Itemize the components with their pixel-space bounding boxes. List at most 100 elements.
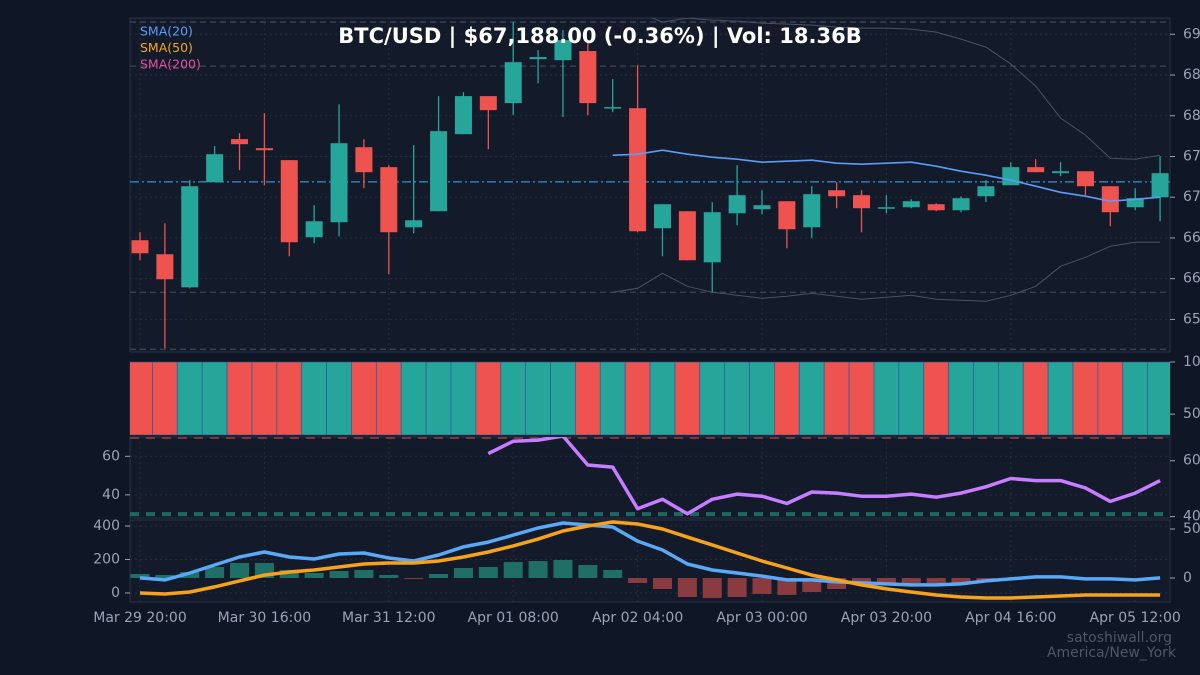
- volume-bar: [326, 362, 352, 435]
- tick-label: 67500: [1183, 148, 1200, 164]
- candle-body: [156, 254, 174, 280]
- histogram-bar: [553, 559, 573, 578]
- tick-label: 60: [102, 448, 120, 464]
- x-tick-label: Apr 03 00:00: [716, 610, 807, 626]
- histogram-bar: [652, 577, 672, 589]
- candle-body: [828, 190, 846, 197]
- x-tick-label: Mar 29 20:00: [93, 610, 186, 626]
- candle-body: [579, 51, 597, 104]
- tick-label: 66000: [1183, 271, 1200, 287]
- candle-body: [803, 194, 821, 228]
- candle-body: [1076, 171, 1094, 187]
- histogram-bar: [180, 572, 200, 578]
- volume-bar: [400, 362, 427, 435]
- volume-bar: [599, 362, 626, 435]
- volume-bar: [1047, 362, 1074, 435]
- tick-label: 66500: [1183, 230, 1200, 246]
- candle-body: [902, 201, 920, 208]
- tick-label: 0: [1183, 570, 1192, 586]
- volume-bar: [724, 362, 750, 435]
- candle-body: [280, 160, 298, 243]
- histogram-bar: [677, 577, 697, 598]
- x-tick-label: Mar 31 12:00: [342, 610, 435, 626]
- volume-bar: [898, 362, 925, 435]
- tick-label: 65500: [1183, 311, 1200, 327]
- tick-label: 500: [1183, 521, 1200, 537]
- volume-bar: [550, 362, 576, 435]
- tick-label: 200: [93, 551, 120, 567]
- candle-body: [255, 148, 273, 151]
- volume-bar: [176, 362, 203, 435]
- histogram-bar: [926, 577, 946, 583]
- volume-bar: [525, 362, 551, 435]
- candle-body: [181, 186, 199, 288]
- volume-bar: [425, 362, 452, 435]
- macd-line: [139, 520, 1161, 600]
- candle-body: [1052, 171, 1070, 174]
- candle-body: [1126, 198, 1144, 208]
- histogram-bar: [429, 573, 449, 578]
- volume-bar: [649, 362, 676, 435]
- candle-body: [977, 186, 995, 197]
- histogram-bar: [379, 574, 399, 578]
- tick-label: 69000: [1183, 26, 1200, 42]
- volume-bar: [152, 362, 178, 435]
- candle-body: [853, 195, 871, 209]
- x-tick-label: Apr 05 12:00: [1090, 610, 1181, 626]
- tick-label: 67000: [1183, 189, 1200, 205]
- histogram-bar: [876, 577, 896, 583]
- tick-label: 40: [1183, 509, 1200, 525]
- histogram-bar: [628, 577, 648, 583]
- volume-bar: [1097, 362, 1124, 435]
- histogram-bar: [155, 574, 175, 578]
- candle-body: [877, 207, 895, 209]
- tick-label: 1000: [1183, 354, 1200, 370]
- band-line: [612, 241, 1161, 302]
- watermark: satoshiwall.org: [1067, 630, 1172, 646]
- volume-bar: [873, 362, 900, 435]
- candle-body: [454, 96, 472, 135]
- x-tick-label: Apr 03 20:00: [841, 610, 932, 626]
- volume-bar: [276, 362, 303, 435]
- candle-body: [1101, 186, 1119, 213]
- candle-body: [728, 195, 746, 214]
- macd-panel: [129, 519, 1171, 603]
- legend-entry: SMA(50): [140, 40, 193, 55]
- price-panel: [129, 17, 1171, 353]
- tick-label: 68500: [1183, 67, 1200, 83]
- histogram-bar: [603, 569, 623, 578]
- candle-body: [604, 107, 622, 109]
- volume-bar: [674, 362, 701, 435]
- histogram-bar: [727, 577, 747, 598]
- tick-label: 68000: [1183, 108, 1200, 124]
- volume-bar: [1072, 362, 1099, 435]
- volume-bar: [948, 362, 974, 435]
- volume-bar: [798, 362, 825, 435]
- candle-body: [629, 108, 647, 232]
- tick-label: 400: [93, 518, 120, 534]
- histogram-bar: [702, 577, 722, 598]
- volume-bar: [251, 362, 278, 435]
- candle-body: [753, 205, 771, 210]
- histogram-bar: [205, 567, 225, 578]
- volume-bar: [997, 362, 1024, 435]
- candle-body: [131, 240, 149, 254]
- volume-bar: [749, 362, 775, 435]
- sma-line: [612, 149, 1161, 202]
- candle-body: [231, 139, 249, 145]
- candle-body: [678, 211, 696, 261]
- candle-body: [653, 204, 671, 229]
- candle-body: [380, 167, 398, 233]
- volume-bar: [823, 362, 850, 435]
- tick-label: 40: [102, 487, 120, 503]
- candle-body: [1002, 167, 1020, 186]
- volume-bar: [351, 362, 377, 435]
- histogram-bar: [777, 577, 797, 595]
- volume-bar: [500, 362, 527, 435]
- histogram-bar: [130, 573, 150, 578]
- x-tick-label: Mar 30 16:00: [218, 610, 311, 626]
- volume-bar: [699, 362, 726, 435]
- volume-bar: [226, 362, 253, 435]
